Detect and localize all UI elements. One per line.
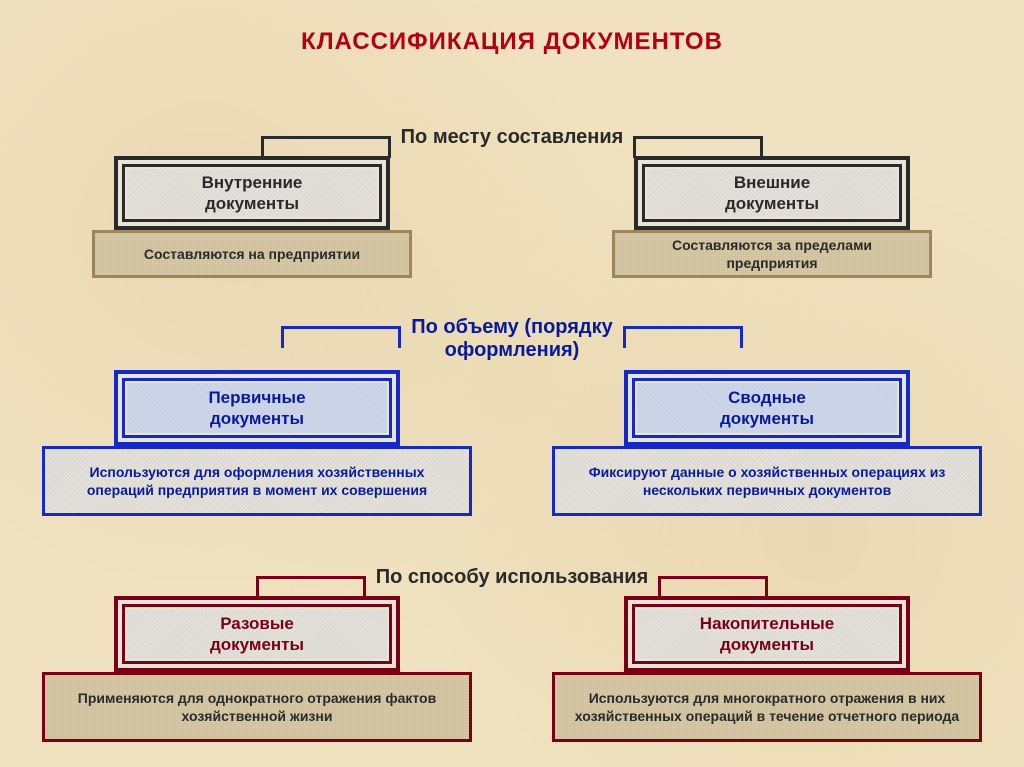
category-box: Разовыедокументы bbox=[114, 596, 400, 672]
bracket-left bbox=[261, 136, 391, 156]
category-label: Внутренниедокументы bbox=[127, 169, 377, 217]
category-box: Внутренниедокументы bbox=[114, 156, 390, 230]
section-header: По объему (порядкуоформления) bbox=[411, 316, 613, 362]
column-left: Разовыедокументы Применяются для однократ… bbox=[42, 596, 472, 742]
category-box: Внешниедокументы bbox=[634, 156, 910, 230]
category-box: Сводныедокументы bbox=[624, 370, 910, 446]
bracket-left bbox=[256, 576, 366, 596]
section-header: По месту составления bbox=[401, 126, 624, 149]
bracket-left bbox=[281, 326, 401, 346]
category-description: Применяются для однократного отражения ф… bbox=[42, 672, 472, 742]
column-left: Внутренниедокументы Составляются на предп… bbox=[92, 156, 412, 278]
column-right: Внешниедокументы Составляются за пределам… bbox=[612, 156, 932, 278]
bracket-right bbox=[623, 326, 743, 346]
column-right: Накопительныедокументы Используются для м… bbox=[552, 596, 982, 742]
category-description: Используются для оформления хозяйственны… bbox=[42, 446, 472, 516]
category-label: Сводныедокументы bbox=[637, 383, 897, 433]
bracket-right bbox=[633, 136, 763, 156]
column-left: Первичныедокументы Используются для оформ… bbox=[42, 370, 472, 516]
section-header: По способу использования bbox=[376, 566, 649, 589]
category-label: Разовыедокументы bbox=[127, 609, 387, 659]
category-label: Внешниедокументы bbox=[647, 169, 897, 217]
category-box: Накопительныедокументы bbox=[624, 596, 910, 672]
category-description: Фиксируют данные о хозяйственных операци… bbox=[552, 446, 982, 516]
category-description: Используются для многократного отражения… bbox=[552, 672, 982, 742]
column-right: Сводныедокументы Фиксируют данные о хозяй… bbox=[552, 370, 982, 516]
category-label: Накопительныедокументы bbox=[637, 609, 897, 659]
bracket-right bbox=[658, 576, 768, 596]
category-box: Первичныедокументы bbox=[114, 370, 400, 446]
category-description: Составляются на предприятии bbox=[92, 230, 412, 278]
category-label: Первичныедокументы bbox=[127, 383, 387, 433]
category-description: Составляются за пределами предприятия bbox=[612, 230, 932, 278]
page-title: КЛАССИФИКАЦИЯ ДОКУМЕНТОВ bbox=[0, 0, 1024, 56]
